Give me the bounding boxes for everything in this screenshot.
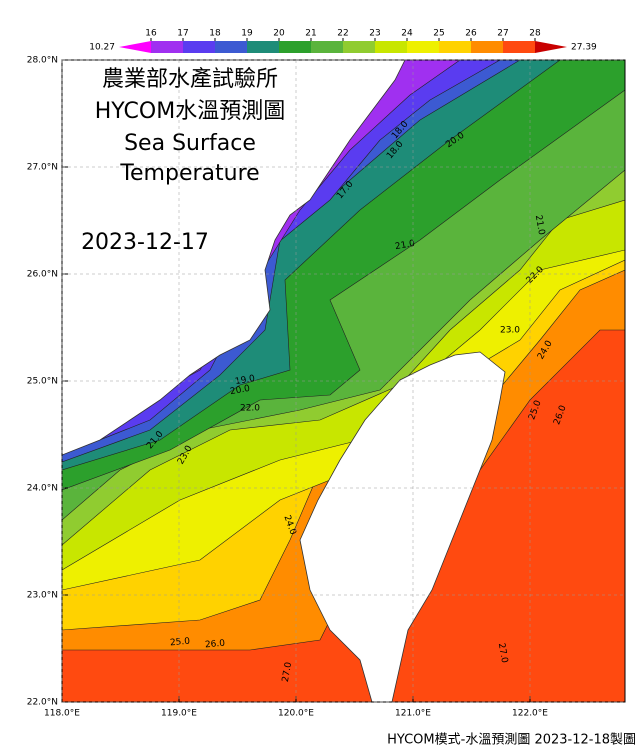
colorbar-swatch xyxy=(471,41,503,53)
colorbar-swatch xyxy=(439,41,471,53)
contour-label: 23.0 xyxy=(500,326,520,336)
title-line: HYCOM水溫預測圖 xyxy=(95,99,285,124)
colorbar-swatch xyxy=(151,41,183,53)
contour-label: 22.0 xyxy=(240,404,260,414)
colorbar-swatch xyxy=(311,41,343,53)
colorbar-swatch xyxy=(343,41,375,53)
colorbar-swatch xyxy=(183,41,215,53)
colorbar-swatch xyxy=(215,41,247,53)
lon-tick-label: 122.0°E xyxy=(512,709,548,719)
taiwan-land xyxy=(299,351,506,702)
colorbar-tick-label: 22 xyxy=(337,29,348,39)
lat-tick-label: 24.0°N xyxy=(27,484,58,494)
colorbar-swatch xyxy=(375,41,407,53)
lat-tick-label: 26.0°N xyxy=(27,270,58,280)
lon-tick-label: 119.0°E xyxy=(161,709,197,719)
colorbar-tick-label: 27 xyxy=(497,29,508,39)
lon-tick-label: 118.0°E xyxy=(44,709,80,719)
colorbar-tick-label: 18 xyxy=(209,29,221,39)
colorbar-tick-label: 25 xyxy=(433,29,444,39)
lat-tick-label: 27.0°N xyxy=(27,163,58,173)
forecast-date: 2023-12-17 xyxy=(81,230,209,255)
colorbar-tick-label: 21 xyxy=(305,29,316,39)
colorbar-tick-label: 16 xyxy=(145,29,157,39)
contour-label: 27.0 xyxy=(496,642,509,664)
colorbar-swatch xyxy=(247,41,279,53)
contour-label: 26.0 xyxy=(205,639,226,651)
colorbar-tick-label: 24 xyxy=(401,29,413,39)
colorbar-min-label: 10.27 xyxy=(89,43,115,53)
colorbar-tick-label: 17 xyxy=(177,29,188,39)
colorbar-swatch xyxy=(503,41,535,53)
footer: HYCOM模式-水溫預測圖 2023-12-18製圖 xyxy=(387,733,636,748)
lat-tick-label: 23.0°N xyxy=(27,591,58,601)
lat-tick-label: 25.0°N xyxy=(27,377,58,387)
land xyxy=(62,60,506,702)
contour-label: 21.0 xyxy=(533,214,546,236)
colorbar-swatch xyxy=(407,41,439,53)
colorbar-tick-label: 28 xyxy=(529,29,541,39)
contour-label: 27.0 xyxy=(281,661,294,683)
china-land xyxy=(62,60,406,456)
lon-tick-label: 120.0°E xyxy=(278,709,314,719)
contour-label: 25.0 xyxy=(170,637,191,649)
contour-label: 19.0 xyxy=(234,374,256,387)
contour-label: 21.0 xyxy=(394,239,416,252)
colorbar-tick-label: 26 xyxy=(465,29,477,39)
title-line: 農業部水產試驗所 xyxy=(102,67,278,92)
colorbar-swatch xyxy=(119,41,151,53)
colorbar-tick-label: 19 xyxy=(241,29,253,39)
colorbar-swatch xyxy=(535,41,567,53)
colorbar-max-label: 27.39 xyxy=(571,43,597,53)
lat-tick-label: 28.0°N xyxy=(27,56,58,66)
contour-label: 20.0 xyxy=(229,384,251,397)
colorbar-tick-label: 20 xyxy=(273,29,285,39)
lon-tick-label: 121.0°E xyxy=(395,709,431,719)
colorbar-tick-label: 23 xyxy=(369,29,380,39)
colorbar-swatch xyxy=(279,41,311,53)
lat-tick-label: 22.0°N xyxy=(27,698,58,708)
title-block: 農業部水產試驗所 HYCOM水溫預測圖 Sea Surface Temperat… xyxy=(81,67,285,255)
title-line: Temperature xyxy=(119,161,259,186)
title-line: Sea Surface xyxy=(124,131,256,156)
